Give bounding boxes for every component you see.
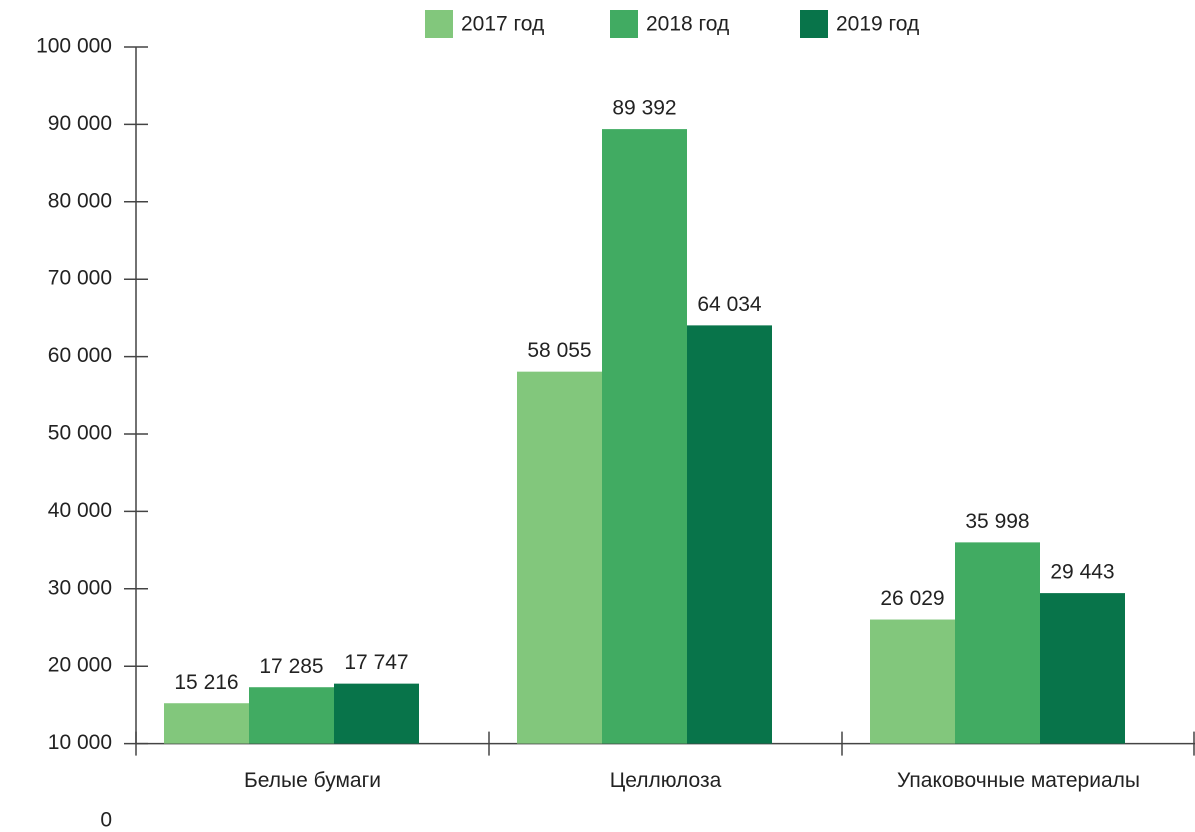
y-tick-label: 50 000 — [48, 422, 112, 445]
y-tick-label: 40 000 — [48, 499, 112, 522]
bar — [334, 683, 419, 744]
y-tick-label: 0 — [100, 809, 112, 832]
bar — [870, 619, 955, 744]
y-tick-label: 30 000 — [48, 576, 112, 599]
value-label: 26 029 — [880, 587, 944, 610]
value-label: 29 443 — [1050, 561, 1114, 584]
value-label: 58 055 — [527, 339, 591, 362]
legend-label: 2019 год — [836, 13, 919, 36]
y-tick-label: 80 000 — [48, 189, 112, 212]
bar — [164, 703, 249, 744]
x-tick-label: Целлюлоза — [610, 769, 722, 792]
value-label: 17 747 — [344, 651, 408, 674]
value-label: 15 216 — [174, 671, 238, 694]
y-tick-label: 10 000 — [48, 731, 112, 754]
legend-swatch — [800, 10, 828, 38]
bar — [517, 371, 602, 744]
legend-swatch — [610, 10, 638, 38]
legend-label: 2017 год — [461, 13, 544, 36]
y-tick-label: 20 000 — [48, 654, 112, 677]
y-tick-label: 100 000 — [36, 35, 112, 58]
bar — [1040, 593, 1125, 744]
y-tick-label: 70 000 — [48, 267, 112, 290]
legend-label: 2018 год — [646, 13, 729, 36]
legend-swatch — [425, 10, 453, 38]
value-label: 64 034 — [697, 293, 762, 316]
y-tick-label: 90 000 — [48, 112, 112, 135]
bar — [955, 542, 1040, 744]
y-tick-label: 60 000 — [48, 344, 112, 367]
value-label: 17 285 — [259, 655, 323, 678]
bar — [687, 325, 772, 744]
bar — [602, 129, 687, 744]
value-label: 35 998 — [965, 510, 1029, 533]
value-label: 89 392 — [612, 97, 676, 120]
bar — [249, 687, 334, 744]
x-tick-label: Белые бумаги — [244, 769, 381, 792]
x-tick-label: Упаковочные материалы — [897, 769, 1140, 792]
